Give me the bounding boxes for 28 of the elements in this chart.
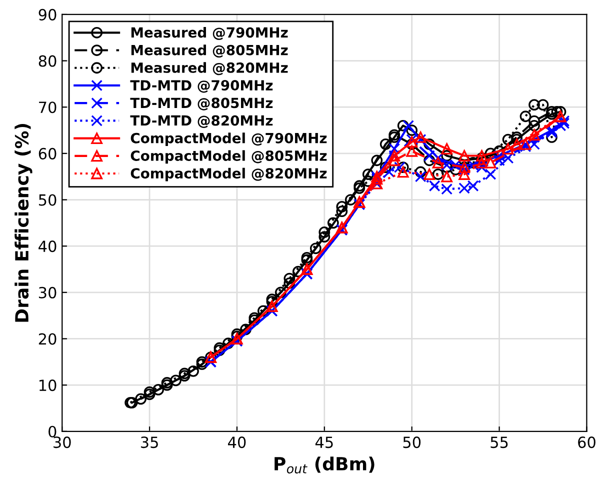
x-tick-label: 45	[315, 436, 333, 448]
legend-label: TD-MTD @805MHz	[130, 98, 273, 110]
legend-label: CompactModel @805MHz	[130, 150, 327, 164]
y-tick-label: 30	[38, 286, 56, 298]
x-tick-label: 30	[54, 436, 71, 448]
x-axis-title: P$_{out}$ (dBm)	[274, 456, 374, 474]
y-tick-label: 40	[38, 240, 56, 252]
x-tick-label: 55	[490, 436, 508, 448]
y-tick-label: 10	[39, 380, 56, 392]
x-tick-label: 60	[578, 436, 596, 448]
y-tick-label: 70	[39, 102, 56, 114]
legend-label: Measured @820MHz	[131, 62, 288, 76]
y-tick-label: 60	[38, 148, 56, 160]
legend-label: CompactModel @820MHz	[130, 168, 327, 182]
legend-label: CompactModel @790MHz	[130, 132, 327, 146]
x-tick-label: 40	[228, 436, 246, 448]
legend-label: TD-MTD @820MHz	[130, 115, 273, 128]
legend-label: Measured @805MHz	[131, 44, 288, 58]
y-tick-label: 50	[38, 194, 56, 206]
y-tick-label: 80	[38, 55, 56, 67]
y-axis-title: Drain Efficiency (%)	[14, 124, 32, 322]
legend-label: TD-MTD @790MHz	[130, 80, 273, 93]
y-tick-label: 90	[38, 8, 56, 20]
y-tick-label: 20	[38, 333, 56, 345]
x-tick-label: 35	[140, 436, 158, 448]
y-tick-label: 0	[48, 426, 56, 438]
legend-label: Measured @790MHz	[131, 26, 288, 40]
x-tick-label: 50	[403, 436, 421, 448]
